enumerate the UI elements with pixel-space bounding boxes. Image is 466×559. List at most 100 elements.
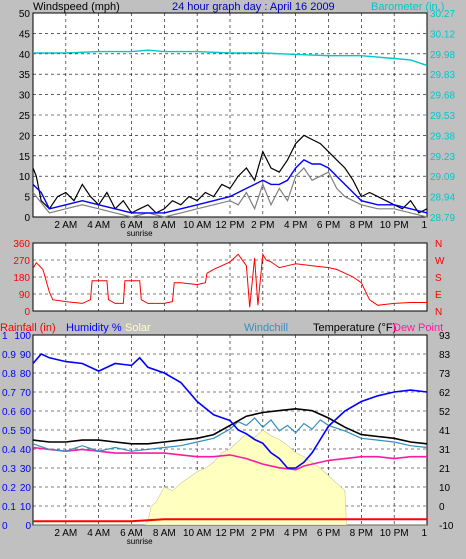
y-tick-label: 10 (19, 172, 31, 183)
humidity-series (32, 353, 428, 469)
humidity-tick-label: 100 (14, 331, 31, 342)
x-tick-label: 12 PM (216, 528, 245, 539)
humidity-tick-label: 0 (25, 521, 31, 532)
humidity-tick-label: 50 (20, 426, 32, 437)
x-tick-label: 10 AM (183, 528, 211, 539)
y-tick-label: 29.38 (430, 131, 455, 142)
solar-label: Solar (125, 322, 151, 334)
y-tick-label: 90 (19, 290, 31, 301)
x-tick-label: 10 PM (380, 220, 409, 231)
rain-tick-label: 0 (2, 521, 8, 532)
x-tick-label: 4 PM (284, 528, 307, 539)
x-tick-label: 2 AM (54, 528, 77, 539)
x-tick-label: 8 AM (153, 220, 176, 231)
x-tick-label: 6 AM (120, 528, 143, 539)
y-tick-label: 180 (13, 273, 30, 284)
temperature-humidity-panel: 10.90.80.70.60.50.40.30.20.1010090807060… (2, 331, 454, 546)
y-tick-label: 30.27 (430, 9, 455, 20)
rain-tick-label: 0.1 (2, 502, 16, 513)
x-tick-label: 10 PM (380, 528, 409, 539)
y-tick-label: 29.98 (430, 50, 455, 61)
y-tick-label: 29.83 (430, 70, 455, 81)
x-tick-label: 8 PM (350, 220, 373, 231)
humidity-tick-label: 30 (20, 464, 32, 475)
rain-tick-label: 0.5 (2, 426, 16, 437)
y-tick-label: 30 (19, 91, 31, 102)
y-tick-label: 15 (19, 152, 31, 163)
y-tick-label: 83 (439, 350, 451, 361)
rain-tick-label: 0.9 (2, 350, 16, 361)
y-tick-label: S (435, 273, 442, 284)
rain-tick-label: 0.3 (2, 464, 16, 475)
y-tick-label: 29.68 (430, 91, 455, 102)
x-tick-label: 2 AM (54, 220, 77, 231)
wind-direction-series (32, 252, 427, 308)
wind-average-series (32, 159, 428, 214)
y-tick-label: 31 (439, 445, 451, 456)
barometer-axis-label: Barometer (in.) (371, 1, 444, 13)
dew-point-series (32, 446, 427, 471)
x-tick-label: 8 PM (350, 528, 373, 539)
x-tick-label: 2 PM (251, 220, 274, 231)
y-tick-label: 28.79 (430, 213, 455, 224)
rain-tick-label: 0.6 (2, 407, 16, 418)
x-tick-label: 8 AM (153, 528, 176, 539)
y-tick-label: W (435, 256, 445, 267)
y-tick-label: 45 (19, 29, 31, 40)
y-tick-label: 0 (24, 307, 30, 318)
y-tick-label: 30.12 (430, 29, 455, 40)
sunrise-label: sunrise (127, 229, 153, 238)
rain-tick-label: 0.7 (2, 388, 16, 399)
y-tick-label: E (435, 290, 442, 301)
x-tick-label: 4 AM (87, 220, 110, 231)
wind-speed-series (32, 134, 428, 214)
y-tick-label: 10 (439, 483, 451, 494)
rain-tick-label: 0.8 (2, 369, 16, 380)
rain-tick-label: 1 (2, 331, 8, 342)
x-tick-label: 1 (421, 528, 427, 539)
dew-point-label: Dew Point (393, 322, 443, 334)
plot-area (32, 242, 428, 312)
y-tick-label: 21 (439, 464, 451, 475)
barometer-series (33, 49, 428, 67)
wind-barometer-panel: 5045403530252015105030.2730.1229.9829.83… (19, 9, 456, 238)
y-tick-label: 73 (439, 369, 451, 380)
y-tick-label: 0 (24, 213, 30, 224)
y-tick-label: N (435, 239, 442, 250)
x-tick-label: 4 PM (284, 220, 307, 231)
y-tick-label: 40 (19, 50, 31, 61)
y-tick-label: N (435, 307, 442, 318)
temperature-series (32, 407, 428, 445)
sunrise-label: sunrise (127, 537, 153, 546)
y-tick-label: 29.23 (430, 152, 455, 163)
y-tick-label: 25 (19, 111, 31, 122)
y-tick-label: 50 (19, 9, 31, 20)
y-tick-label: 93 (439, 331, 451, 342)
humidity-tick-label: 60 (20, 407, 32, 418)
humidity-tick-label: 10 (20, 502, 32, 513)
humidity-label: Humidity % (66, 322, 122, 334)
x-tick-label: 2 PM (251, 528, 274, 539)
y-tick-label: 20 (19, 131, 31, 142)
windchill-label: Windchill (244, 322, 288, 334)
y-tick-label: 29.09 (430, 172, 455, 183)
humidity-tick-label: 40 (20, 445, 32, 456)
y-tick-label: 41 (439, 426, 451, 437)
y-tick-label: 0 (439, 502, 445, 513)
windchill-series (32, 417, 428, 452)
y-tick-label: -10 (439, 521, 454, 532)
wind-gust-series (32, 167, 428, 218)
rain-tick-label: 0.4 (2, 445, 16, 456)
y-tick-label: 29.53 (430, 111, 455, 122)
y-tick-label: 270 (13, 256, 30, 267)
x-tick-label: 1 (421, 220, 427, 231)
windspeed-axis-label: Windspeed (mph) (33, 1, 120, 13)
y-tick-label: 62 (439, 388, 451, 399)
x-tick-label: 6 PM (317, 220, 340, 231)
humidity-tick-label: 70 (20, 388, 32, 399)
humidity-tick-label: 80 (20, 369, 32, 380)
x-tick-label: 10 AM (183, 220, 211, 231)
humidity-tick-label: 90 (20, 350, 32, 361)
